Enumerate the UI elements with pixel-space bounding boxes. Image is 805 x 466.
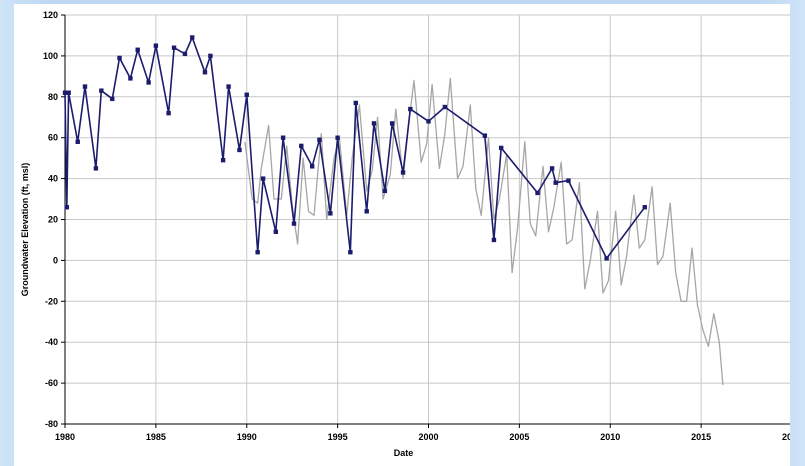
data-point-0-49 (566, 178, 571, 183)
data-point-0-51 (642, 205, 647, 210)
y-axis-title: Groundwater Elevation (ft, msl) (20, 163, 30, 297)
y-tick-label-1: 100 (43, 51, 58, 61)
y-tick-label-8: -40 (45, 337, 58, 347)
data-point-0-8 (117, 55, 122, 61)
data-point-0-30 (317, 137, 322, 142)
data-point-0-26 (280, 135, 286, 140)
chart-panel: 1980 1985 1990 1995 2000 2005 2010 2015 2020 120… (14, 4, 790, 466)
data-point-0-10 (135, 47, 140, 52)
data-point-0-43 (482, 133, 488, 138)
data-point-0-42 (442, 104, 448, 110)
data-point-0-14 (171, 45, 177, 50)
data-point-0-21 (237, 147, 242, 153)
data-point-0-6 (99, 88, 104, 93)
y-tick-label-0: 120 (43, 10, 58, 20)
series-blue (62, 35, 647, 261)
data-point-0-23 (255, 250, 260, 255)
grid (61, 14, 790, 428)
x-tick-label-4: 2000 (418, 432, 438, 442)
data-point-0-19 (220, 157, 226, 163)
groundwater-chart: 1980 1985 1990 1995 2000 2005 2010 2015 2020 120… (20, 10, 790, 458)
data-point-0-24 (260, 176, 266, 181)
x-tick-label-8: 2020 (782, 432, 790, 442)
data-point-0-31 (328, 211, 333, 216)
y-tick-label-6: 0 (53, 255, 58, 265)
x-tick-labels: 1980 1985 1990 1995 2000 2005 2010 2015 2020 (55, 432, 790, 442)
y-tick-label-9: -60 (45, 378, 58, 388)
x-axis-title: Date (394, 448, 414, 458)
data-point-0-37 (382, 188, 388, 194)
data-point-0-50 (604, 256, 609, 261)
data-point-0-16 (190, 35, 195, 40)
series-gray (244, 77, 724, 386)
y-tick-label-10: -80 (45, 419, 58, 429)
data-point-0-36 (371, 121, 377, 126)
data-point-0-13 (166, 110, 171, 116)
x-tick-label-2: 1990 (237, 432, 257, 442)
data-point-0-25 (273, 229, 279, 234)
series-line-1 (244, 77, 724, 386)
data-point-0-20 (226, 84, 231, 89)
data-point-0-22 (244, 92, 249, 97)
x-tick-label-5: 2005 (509, 432, 529, 442)
data-point-0-35 (364, 209, 369, 214)
y-tick-labels: 120 100 80 60 40 20 0 -20 -40 -60 -80 (43, 10, 58, 429)
data-point-0-27 (291, 221, 297, 226)
data-point-0-7 (110, 96, 115, 102)
series-line-0 (64, 36, 646, 260)
data-point-0-47 (549, 166, 555, 171)
data-point-0-29 (309, 164, 315, 169)
y-tick-label-3: 60 (48, 133, 58, 143)
data-point-0-34 (353, 100, 358, 106)
data-point-0-17 (202, 70, 208, 75)
data-point-0-11 (146, 80, 151, 85)
data-point-0-28 (299, 143, 304, 149)
data-point-0-33 (348, 250, 353, 255)
data-point-0-1 (64, 205, 70, 210)
data-point-0-45 (499, 145, 504, 151)
data-point-0-5 (93, 166, 99, 171)
data-point-0-39 (400, 170, 406, 175)
x-tick-label-1: 1985 (146, 432, 166, 442)
data-point-0-0 (62, 90, 68, 95)
data-point-0-48 (553, 180, 558, 185)
data-point-0-32 (335, 135, 340, 140)
data-point-0-12 (153, 43, 159, 48)
y-tick-label-2: 80 (48, 92, 58, 102)
data-point-0-40 (408, 106, 413, 112)
x-tick-label-3: 1995 (328, 432, 348, 442)
y-tick-label-5: 20 (48, 215, 58, 225)
data-point-0-18 (208, 53, 213, 59)
data-point-0-4 (82, 84, 88, 89)
x-tick-label-0: 1980 (55, 432, 75, 442)
x-tick-label-6: 2010 (600, 432, 620, 442)
data-point-0-46 (535, 190, 540, 196)
data-point-0-2 (66, 90, 71, 95)
data-point-0-38 (389, 121, 395, 126)
data-point-0-41 (426, 119, 431, 124)
data-point-0-3 (75, 139, 80, 144)
x-tick-label-7: 2015 (691, 432, 711, 442)
y-tick-label-4: 40 (48, 174, 58, 184)
y-tick-label-7: -20 (45, 296, 58, 306)
data-point-0-15 (182, 51, 188, 57)
data-point-0-9 (128, 76, 133, 81)
data-point-0-44 (491, 237, 497, 243)
